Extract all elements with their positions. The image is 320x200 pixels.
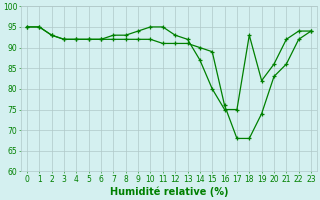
X-axis label: Humidité relative (%): Humidité relative (%) [110,187,228,197]
